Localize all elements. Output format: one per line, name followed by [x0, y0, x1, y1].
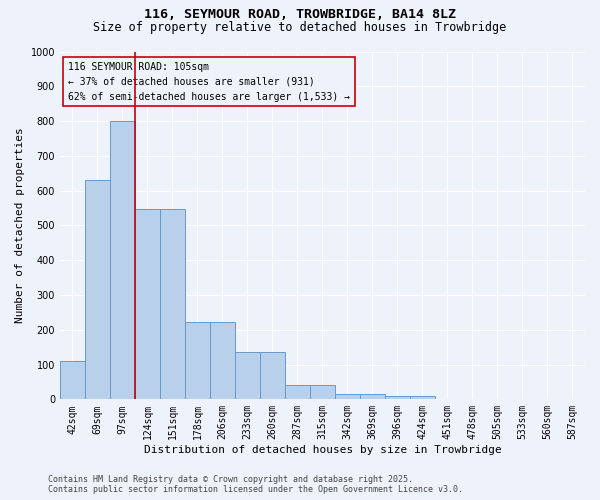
Bar	[310, 384, 335, 400]
Bar	[135, 208, 160, 400]
Bar	[185, 322, 210, 400]
Bar	[335, 394, 360, 400]
Bar	[160, 208, 185, 400]
Bar	[85, 180, 110, 400]
Text: 116 SEYMOUR ROAD: 105sqm
← 37% of detached houses are smaller (931)
62% of semi-: 116 SEYMOUR ROAD: 105sqm ← 37% of detach…	[68, 62, 350, 102]
Text: 116, SEYMOUR ROAD, TROWBRIDGE, BA14 8LZ: 116, SEYMOUR ROAD, TROWBRIDGE, BA14 8LZ	[144, 8, 456, 20]
Text: Contains HM Land Registry data © Crown copyright and database right 2025.
Contai: Contains HM Land Registry data © Crown c…	[48, 474, 463, 494]
Bar	[360, 394, 385, 400]
Bar	[210, 322, 235, 400]
Bar	[260, 352, 285, 400]
Bar	[385, 396, 410, 400]
Y-axis label: Number of detached properties: Number of detached properties	[15, 128, 25, 324]
X-axis label: Distribution of detached houses by size in Trowbridge: Distribution of detached houses by size …	[143, 445, 502, 455]
Bar	[110, 121, 135, 400]
Bar	[235, 352, 260, 400]
Bar	[410, 396, 435, 400]
Bar	[285, 384, 310, 400]
Text: Size of property relative to detached houses in Trowbridge: Size of property relative to detached ho…	[94, 21, 506, 34]
Bar	[60, 361, 85, 400]
